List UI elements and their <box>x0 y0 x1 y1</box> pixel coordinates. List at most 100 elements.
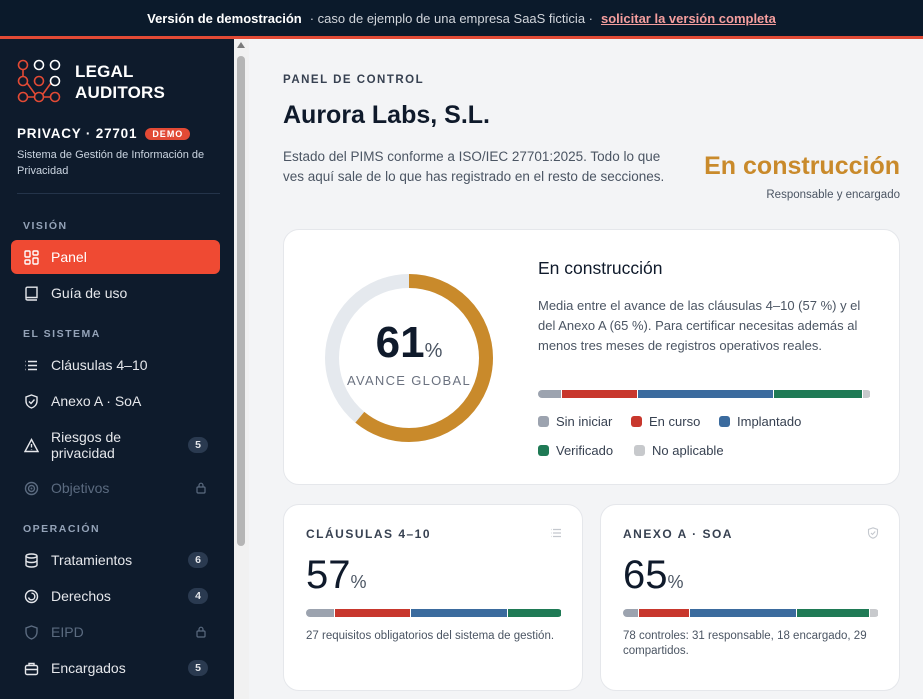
sidebar-item-label: Guía de uso <box>51 285 128 301</box>
legend-item-implemented: Implantado <box>719 414 801 429</box>
bar-segment <box>638 390 773 398</box>
lock-icon <box>196 482 206 494</box>
global-percent-unit: % <box>424 340 443 362</box>
sidebar-item-processors[interactable]: Encargados 5 <box>11 651 220 685</box>
section-title-vision: VISIÓN <box>23 220 68 232</box>
product-name: PRIVACY · 27701 DEMO <box>17 126 191 141</box>
sidebar-item-label: Riesgos de privacidad <box>51 429 122 461</box>
product-description: Sistema de Gestión de Información de Pri… <box>17 149 205 177</box>
processors-count-badge: 5 <box>188 660 208 676</box>
legend-item-verified: Verificado <box>538 443 613 458</box>
sidebar-item-risks[interactable]: Riesgos de privacidad 5 <box>11 425 220 465</box>
bar-segment <box>796 609 870 617</box>
bar-segment <box>863 390 870 398</box>
rights-icon <box>24 589 39 604</box>
overall-progress-card: 61% AVANCE GLOBAL En construcción Media … <box>283 229 900 485</box>
book-icon <box>24 286 39 301</box>
brand-logo[interactable]: LEGAL AUDITORS <box>17 59 165 105</box>
annex-distribution-bar <box>623 609 879 617</box>
bar-segment <box>773 390 863 398</box>
sidebar-item-annex[interactable]: Anexo A · SoA <box>11 384 220 418</box>
briefcase-icon <box>24 661 39 676</box>
brand-name-line1: LEGAL <box>75 62 134 81</box>
annex-card[interactable]: ANEXO A · SOA 65% 78 controles: 31 respo… <box>600 504 900 691</box>
list-icon <box>551 528 561 538</box>
progress-gauge <box>325 274 493 442</box>
sidebar-item-processing[interactable]: Tratamientos 6 <box>11 543 220 577</box>
product-label: PRIVACY · 27701 <box>17 126 138 141</box>
sidebar-item-objectives: Objetivos <box>11 471 220 505</box>
sidebar-item-label: EIPD <box>51 624 84 640</box>
page-eyebrow: PANEL DE CONTROL <box>283 74 425 86</box>
status-label: En construcción <box>704 152 900 180</box>
annex-percent-value: 65 <box>623 553 668 597</box>
clauses-description: 27 requisitos obligatorios del sistema d… <box>306 630 555 642</box>
page-title: Aurora Labs, S.L. <box>283 101 490 129</box>
annex-card-title: ANEXO A · SOA <box>623 527 733 541</box>
annex-percent-unit: % <box>667 572 684 592</box>
legend-label: Verificado <box>556 443 614 458</box>
legend-label: En curso <box>649 414 701 429</box>
legend-swatch <box>631 416 642 427</box>
request-full-version-link[interactable]: solicitar la versión completa <box>601 10 776 26</box>
legend-swatch <box>634 445 645 456</box>
legend-label: No aplicable <box>652 443 724 458</box>
status-distribution-bar <box>538 390 871 398</box>
clauses-distribution-bar <box>306 609 562 617</box>
scroll-up-arrow-icon[interactable] <box>237 42 245 48</box>
sidebar-item-label: Anexo A · SoA <box>51 393 142 409</box>
sidebar-item-label: Cláusulas 4–10 <box>51 357 148 373</box>
legend-swatch <box>538 416 549 427</box>
page-intro: Estado del PIMS conforme a ISO/IEC 27701… <box>283 149 665 184</box>
sidebar-scrollbar-thumb[interactable] <box>237 56 245 546</box>
clauses-card-title: CLÁUSULAS 4–10 <box>306 527 432 541</box>
demo-banner-subtitle: · caso de ejemplo de una empresa SaaS fi… <box>309 10 593 26</box>
bar-segment <box>690 609 796 617</box>
sidebar-item-clauses[interactable]: Cláusulas 4–10 <box>11 348 220 382</box>
logo-icon <box>17 59 61 103</box>
dashboard-icon <box>24 249 39 265</box>
bar-segment <box>639 609 690 617</box>
global-percent-value: 61 <box>375 318 425 367</box>
risks-count-badge: 5 <box>188 437 208 453</box>
section-title-system: EL SISTEMA <box>23 328 101 340</box>
main-content: PANEL DE CONTROL Aurora Labs, S.L. Estad… <box>249 39 923 699</box>
global-progress-label: AVANCE GLOBAL <box>346 373 472 388</box>
annex-description: 78 controles: 31 responsable, 18 encarga… <box>623 630 867 657</box>
processing-count-badge: 6 <box>188 552 208 568</box>
bar-segment <box>623 609 639 617</box>
eipd-shield-icon <box>24 624 39 640</box>
sidebar-item-label: Derechos <box>51 588 111 604</box>
bar-segment <box>306 609 334 617</box>
clauses-percent-value: 57 <box>306 553 351 597</box>
brand-name: LEGAL AUDITORS <box>75 61 165 103</box>
sidebar-item-label: Tratamientos <box>51 552 133 568</box>
target-icon <box>24 481 39 496</box>
clauses-percent: 57% <box>306 553 367 598</box>
demo-badge: DEMO <box>145 127 191 140</box>
shield-icon <box>867 527 879 539</box>
sidebar-item-guide[interactable]: Guía de uso <box>11 276 220 310</box>
legend-label: Implantado <box>737 414 802 429</box>
annex-percent: 65% <box>623 553 684 598</box>
overview-description: Media entre el avance de las cláusulas 4… <box>538 298 861 353</box>
banner-divider <box>0 36 923 39</box>
rights-count-badge: 4 <box>188 588 208 604</box>
clauses-card[interactable]: CLÁUSULAS 4–10 57% 27 requisitos obligat… <box>283 504 583 691</box>
bar-segment <box>561 390 638 398</box>
status-role: Responsable y encargado <box>766 189 900 201</box>
database-icon <box>24 552 39 568</box>
legend-item-not-started: Sin iniciar <box>538 414 612 429</box>
bar-segment <box>538 390 561 398</box>
sidebar-item-label: Objetivos <box>51 480 110 496</box>
sidebar: LEGAL AUDITORS PRIVACY · 27701 DEMO Sist… <box>0 39 234 699</box>
global-percent: 61% <box>319 318 499 368</box>
sidebar-item-rights[interactable]: Derechos 4 <box>11 579 220 613</box>
overview-title: En construcción <box>538 258 663 278</box>
brand-name-line2: AUDITORS <box>75 83 166 102</box>
list-icon <box>24 358 39 373</box>
sidebar-item-panel[interactable]: Panel <box>11 240 220 274</box>
legend-item-not-applicable: No aplicable <box>634 443 724 458</box>
bar-segment <box>870 609 878 617</box>
sidebar-divider <box>17 193 220 194</box>
